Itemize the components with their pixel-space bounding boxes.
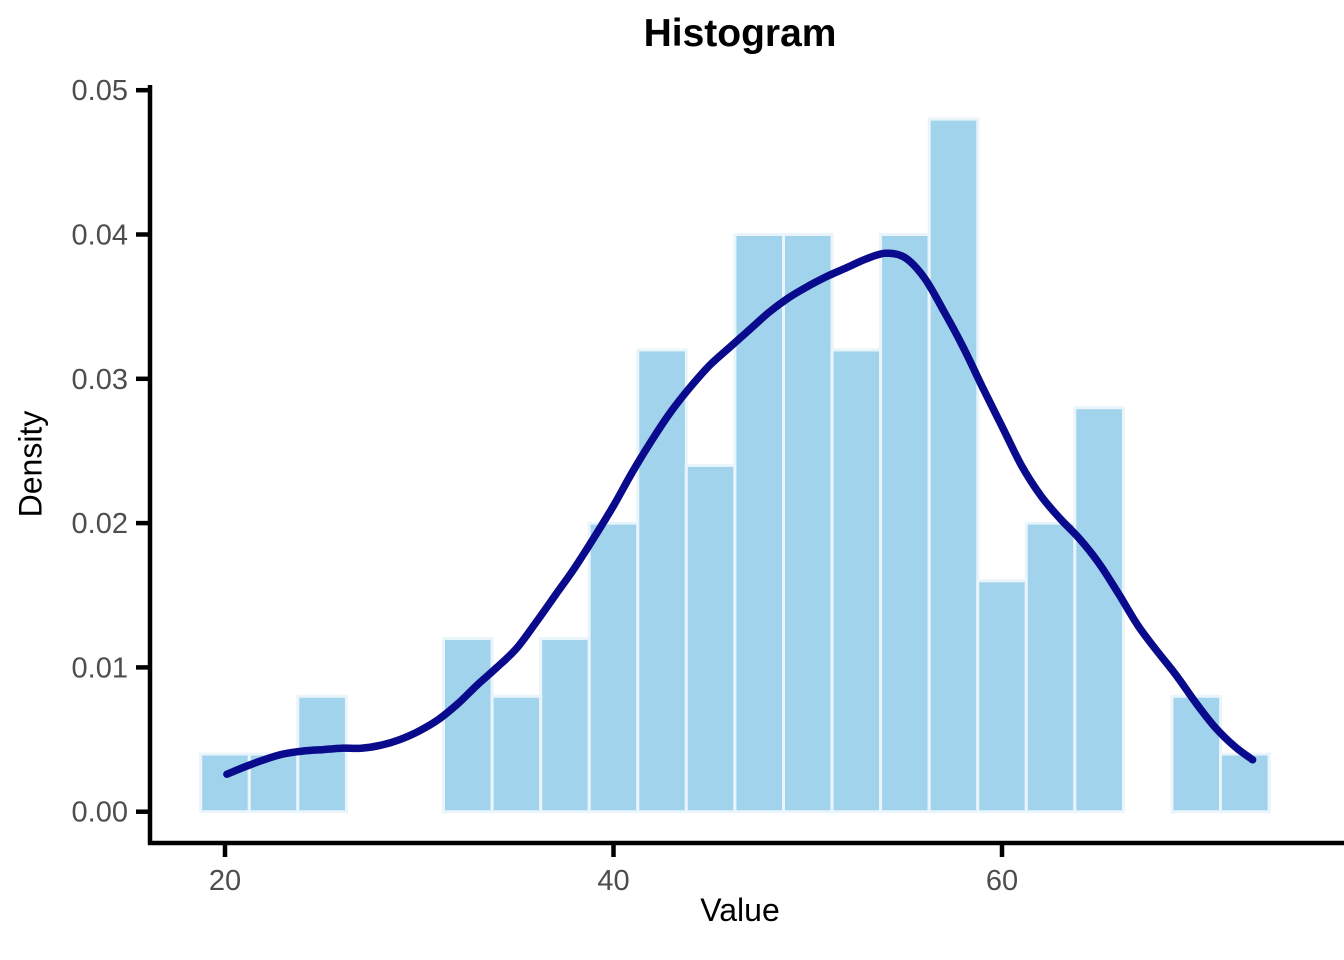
x-axis-label: Value xyxy=(700,892,780,928)
y-axis-label: Density xyxy=(12,410,49,518)
histogram-bar xyxy=(1219,752,1271,814)
y-tick-label: 0.04 xyxy=(72,220,128,252)
histogram-bar xyxy=(490,694,543,814)
histogram-bar xyxy=(927,117,980,814)
y-tick-label: 0.03 xyxy=(72,364,128,396)
histogram-bar xyxy=(684,463,737,814)
histogram-bar xyxy=(1073,406,1125,814)
y-tick-label: 0.05 xyxy=(72,75,128,107)
histogram-bar xyxy=(976,579,1028,814)
histogram-bar xyxy=(587,521,640,814)
y-tick-label: 0.00 xyxy=(72,797,128,829)
histogram-bar xyxy=(879,233,931,814)
histogram-bar xyxy=(539,637,591,814)
histogram-bar xyxy=(1024,521,1077,814)
histogram-bar xyxy=(199,752,251,814)
y-tick-label: 0.02 xyxy=(72,508,128,540)
x-tick-label: 40 xyxy=(597,865,629,897)
x-tick-label: 60 xyxy=(986,865,1018,897)
x-tick-label: 20 xyxy=(209,865,241,897)
density-curve xyxy=(223,249,1257,778)
histogram-bar xyxy=(782,233,834,814)
histogram-bar xyxy=(442,637,494,814)
chart-title: Histogram xyxy=(643,12,837,55)
histogram-bar xyxy=(830,348,883,814)
histogram-bar xyxy=(1170,694,1223,814)
y-tick-label: 0.01 xyxy=(72,652,128,684)
